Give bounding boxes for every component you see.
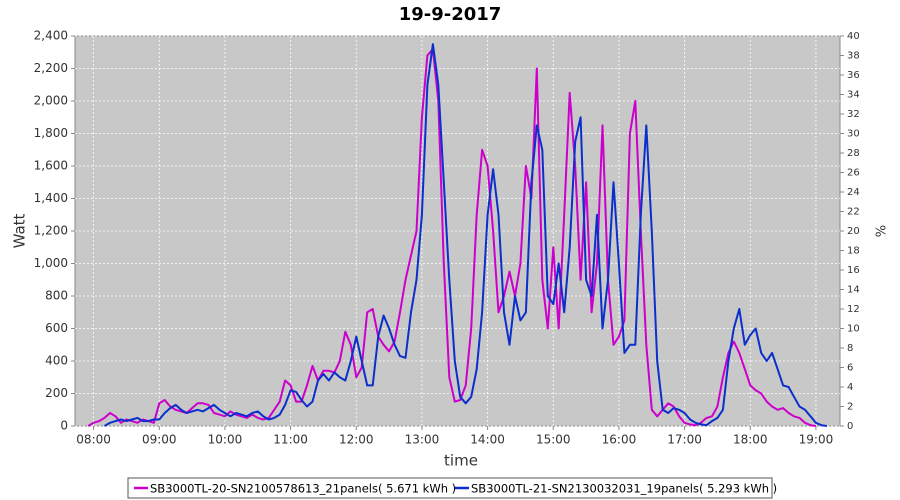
x-tick-label: 11:00	[273, 433, 308, 447]
y-tick-label: 800	[45, 289, 68, 303]
y2-tick-label: 20	[847, 226, 860, 237]
y-tick-label: 1,200	[34, 224, 68, 238]
y2-tick-label: 32	[847, 109, 860, 120]
y2-tick-label: 8	[847, 343, 853, 354]
y2-tick-label: 34	[847, 90, 860, 101]
y2-tick-label: 36	[847, 70, 860, 81]
y2-tick-label: 30	[847, 129, 860, 140]
legend-label: SB3000TL-20-SN2100578613_21panels( 5.671…	[150, 482, 456, 496]
y-tick-label: 600	[45, 321, 68, 335]
x-axis-label: time	[444, 452, 478, 470]
y-tick-label: 1,800	[34, 126, 68, 140]
x-tick-label: 14:00	[470, 433, 505, 447]
chart-title: 19-9-2017	[399, 4, 502, 25]
x-tick-label: 13:00	[405, 433, 440, 447]
y2-tick-label: 18	[847, 246, 860, 257]
y2-tick-label: 12	[847, 304, 860, 315]
data-line	[103, 43, 828, 427]
y2-tick-label: 4	[847, 382, 853, 393]
y-tick-label: 2,000	[34, 94, 68, 108]
x-tick-label: 10:00	[208, 433, 243, 447]
y-tick-label: 2,200	[34, 61, 68, 75]
y-tick-label: 1,000	[34, 256, 68, 270]
legend	[127, 477, 773, 499]
x-tick-label: 17:00	[667, 433, 702, 447]
x-tick-label: 12:00	[339, 433, 374, 447]
y2-tick-label: 16	[847, 265, 860, 276]
y2-axis-label: %	[875, 225, 890, 237]
y2-tick-label: 10	[847, 324, 860, 335]
x-tick-label: 16:00	[602, 433, 637, 447]
y-tick-label: 1,600	[34, 159, 68, 173]
y2-tick-label: 24	[847, 187, 860, 198]
y-tick-label: 400	[45, 354, 68, 368]
y2-tick-label: 26	[847, 168, 860, 179]
x-tick-label: 08:00	[76, 433, 111, 447]
data-line	[87, 48, 817, 427]
y2-tick-label: 0	[847, 421, 853, 432]
y-tick-label: 2,400	[34, 29, 68, 43]
y-tick-label: 1,400	[34, 191, 68, 205]
y2-tick-label: 38	[847, 51, 860, 62]
x-tick-label: 19:00	[799, 433, 834, 447]
y2-tick-label: 22	[847, 207, 860, 218]
y-tick-label: 200	[45, 386, 68, 400]
y2-tick-label: 28	[847, 148, 860, 159]
x-tick-label: 15:00	[536, 433, 571, 447]
y-axis-label: Watt	[11, 213, 29, 248]
y2-tick-label: 6	[847, 363, 853, 374]
y2-tick-label: 2	[847, 402, 853, 413]
y-tick-label: 0	[60, 419, 68, 433]
x-tick-label: 09:00	[142, 433, 177, 447]
y2-tick-label: 40	[847, 31, 860, 42]
y2-tick-label: 14	[847, 285, 860, 296]
x-tick-label: 18:00	[733, 433, 768, 447]
legend-label: SB3000TL-21-SN2130032031_19panels( 5.293…	[471, 482, 777, 496]
